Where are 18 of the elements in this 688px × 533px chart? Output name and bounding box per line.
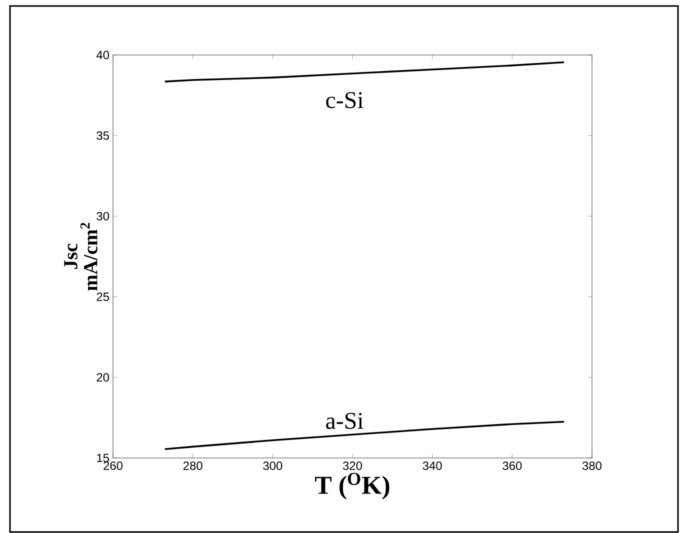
- x-axis-title: T ($^{O}$K): [315, 472, 390, 500]
- y-axis-title: Jsc mA/cm$^{2}$: [64, 222, 98, 291]
- y-tick-label: 25: [96, 292, 109, 302]
- y-tick-label: 15: [97, 454, 109, 462]
- x-tick-label: 340: [422, 462, 442, 470]
- series-label: c-Si: [326, 92, 364, 108]
- x-tick-label: 320: [342, 462, 362, 470]
- y-tick-label: 40: [96, 50, 110, 60]
- x-tick-label: 300: [263, 462, 282, 470]
- x-tick-label: 360: [502, 462, 522, 470]
- line-series: [164, 61, 565, 82]
- x-tick-label: 380: [582, 462, 602, 470]
- y-tick-label: 20: [96, 373, 110, 382]
- x-tick-label: 280: [183, 462, 202, 470]
- y-tick-label: 30: [96, 212, 110, 220]
- y-tick-label: 35: [96, 131, 109, 140]
- x-tick-label: 260: [104, 462, 123, 470]
- series-label: a-Si: [326, 412, 364, 429]
